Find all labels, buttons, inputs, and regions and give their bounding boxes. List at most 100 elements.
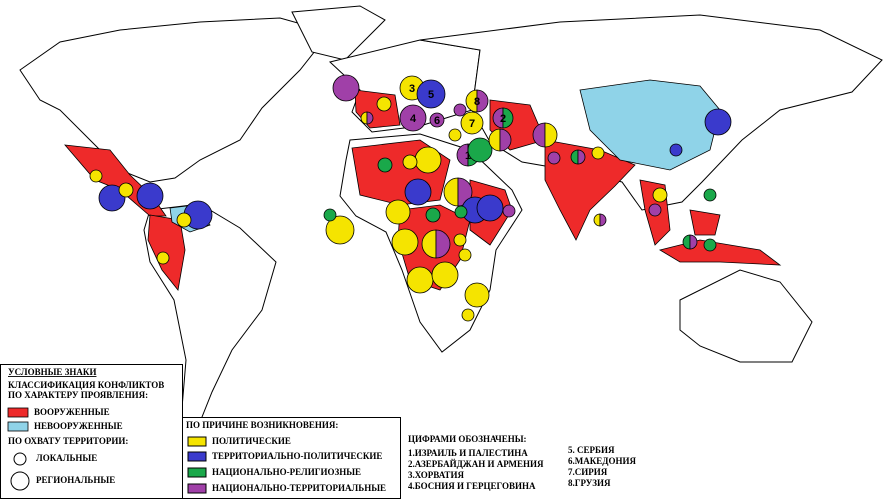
legend-swatch: [187, 467, 207, 478]
conflict-marker-half: [689, 234, 698, 250]
conflict-marker: [425, 207, 441, 223]
map-number: 4: [410, 113, 417, 125]
conflict-marker: [464, 282, 490, 308]
conflict-marker: [377, 157, 393, 173]
map-number: 2: [500, 113, 506, 125]
legend-symbol: [13, 452, 27, 466]
legend-subtitle: ПО ПРИЧИНЕ ВОЗНИКНОВЕНИЯ:: [186, 420, 338, 430]
conflict-marker: [416, 79, 446, 109]
conflict-marker: [669, 143, 683, 157]
map-number: 1: [465, 150, 471, 162]
conflict-marker: [591, 146, 605, 160]
conflict-marker-half: [492, 107, 504, 129]
conflict-marker: [704, 108, 732, 136]
conflict-marker: [453, 103, 467, 117]
legend-item: 5. СЕРБИЯ: [568, 445, 615, 455]
conflict-marker: [429, 112, 445, 128]
legend-item: НАЦИОНАЛЬНО-РЕЛИГИОЗНЫЕ: [212, 467, 361, 477]
conflict-marker-half: [456, 143, 469, 167]
conflict-marker-half: [366, 111, 374, 125]
legend-item: 2.АЗЕРБАЙДЖАН И АРМЕНИЯ: [408, 459, 544, 469]
map-number: 5: [428, 89, 434, 101]
conflict-marker: [467, 137, 493, 163]
conflict-marker: [402, 154, 418, 170]
conflict-marker-half: [488, 128, 501, 152]
conflict-marker: [385, 199, 411, 225]
conflict-marker-half: [599, 213, 607, 227]
conflict-marker-half: [593, 213, 601, 227]
legend-item: ТЕРРИТОРИАЛЬНО-ПОЛИТИЧЕСКИЕ: [212, 451, 382, 461]
conflict-marker-half: [465, 89, 478, 113]
legend-item: 4.БОСНИЯ И ГЕРЦЕГОВИНА: [408, 481, 536, 491]
legend-swatch: [187, 451, 207, 462]
legend-item: РЕГИОНАЛЬНЫЕ: [36, 475, 115, 485]
conflict-marker: [652, 187, 668, 203]
conflict-marker: [89, 169, 103, 183]
conflict-marker: [460, 111, 484, 135]
legend-swatch: [187, 483, 207, 494]
conflict-marker: [461, 308, 475, 322]
legend-numbers: ЦИФРАМИ ОБОЗНАЧЕНЫ: 1.ИЗРАИЛЬ И ПАЛЕСТИН…: [401, 425, 659, 499]
conflict-marker: [454, 205, 468, 219]
legend-item: 1.ИЗРАИЛЬ И ПАЛЕСТИНА: [408, 448, 528, 458]
conflict-marker: [98, 184, 126, 212]
legend-item: НЕВООРУЖЕННЫЕ: [34, 421, 123, 431]
conflict-marker: [448, 128, 462, 142]
legend-panel: [182, 417, 401, 499]
conflict-marker-half: [421, 229, 437, 259]
conflict-markers: 3 5 8 2 7 4 6 1: [89, 74, 732, 322]
conflict-marker: [476, 194, 504, 222]
map-number: 3: [409, 83, 415, 95]
conflict-marker-half: [443, 177, 459, 207]
conflict-marker-half: [532, 122, 546, 148]
legend-swatch: [187, 436, 207, 447]
legend-item: НАЦИОНАЛЬНО-ТЕРРИТОРИАЛЬНЫЕ: [212, 483, 386, 493]
conflict-marker: [703, 188, 717, 202]
conflict-marker: [156, 251, 170, 265]
conflict-marker-half: [499, 128, 512, 152]
conflict-marker: [136, 182, 164, 210]
legend-panel: [401, 425, 659, 499]
conflict-marker: [404, 178, 432, 206]
legend-symbol: [10, 471, 30, 491]
conflict-marker: [399, 104, 427, 132]
conflict-marker: [376, 96, 392, 112]
legend-swatch: [7, 407, 29, 418]
conflict-marker: [703, 238, 717, 252]
conflict-marker: [323, 208, 337, 222]
conflict-marker: [458, 248, 472, 262]
conflict-marker: [406, 266, 434, 294]
conflict-marker: [332, 74, 360, 102]
legend-item: ВООРУЖЕННЫЕ: [34, 407, 110, 417]
conflict-marker: [547, 151, 561, 165]
legend-classification: УСЛОВНЫЕ ЗНАКИ КЛАССИФИКАЦИЯ КОНФЛИКТОВ …: [0, 364, 183, 499]
legend-swatch: [7, 421, 29, 432]
legend-item: ЛОКАЛЬНЫЕ: [36, 453, 97, 463]
map-number: 7: [469, 118, 475, 130]
conflict-marker-half: [577, 149, 586, 165]
conflict-marker: [648, 203, 662, 217]
conflict-marker: [325, 215, 355, 245]
legend-item: 6.МАКЕДОНИЯ: [568, 456, 636, 466]
conflict-marker: [431, 261, 459, 289]
legend-subtitle: КЛАССИФИКАЦИЯ КОНФЛИКТОВ: [8, 380, 164, 390]
legend-item: 8.ГРУЗИЯ: [568, 478, 611, 488]
legend-item: ПОЛИТИЧЕСКИЕ: [212, 436, 291, 446]
legend-causes: ПО ПРИЧИНЕ ВОЗНИКНОВЕНИЯ: ПОЛИТИЧЕСКИЕ Т…: [182, 417, 401, 499]
conflict-marker-half: [435, 229, 451, 259]
conflict-marker: [414, 146, 442, 174]
conflict-marker: [118, 182, 134, 198]
conflict-marker-half: [476, 89, 489, 113]
map-number: 8: [474, 96, 480, 108]
legend-title: УСЛОВНЫЕ ЗНАКИ: [8, 367, 96, 377]
conflict-marker: [176, 212, 192, 228]
legend-item: 3.ХОРВАТИЯ: [408, 470, 464, 480]
map-number: 6: [434, 115, 440, 127]
legend-item: 7.СИРИЯ: [568, 467, 608, 477]
legend-subtitle: ПО ХАРАКТЕРУ ПРОЯВЛЕНИЯ:: [8, 390, 148, 400]
conflict-marker: [453, 233, 467, 247]
legend-subtitle: ЦИФРАМИ ОБОЗНАЧЕНЫ:: [408, 434, 527, 444]
legend-subtitle: ПО ОХВАТУ ТЕРРИТОРИИ:: [8, 436, 128, 446]
conflict-marker: [502, 204, 516, 218]
